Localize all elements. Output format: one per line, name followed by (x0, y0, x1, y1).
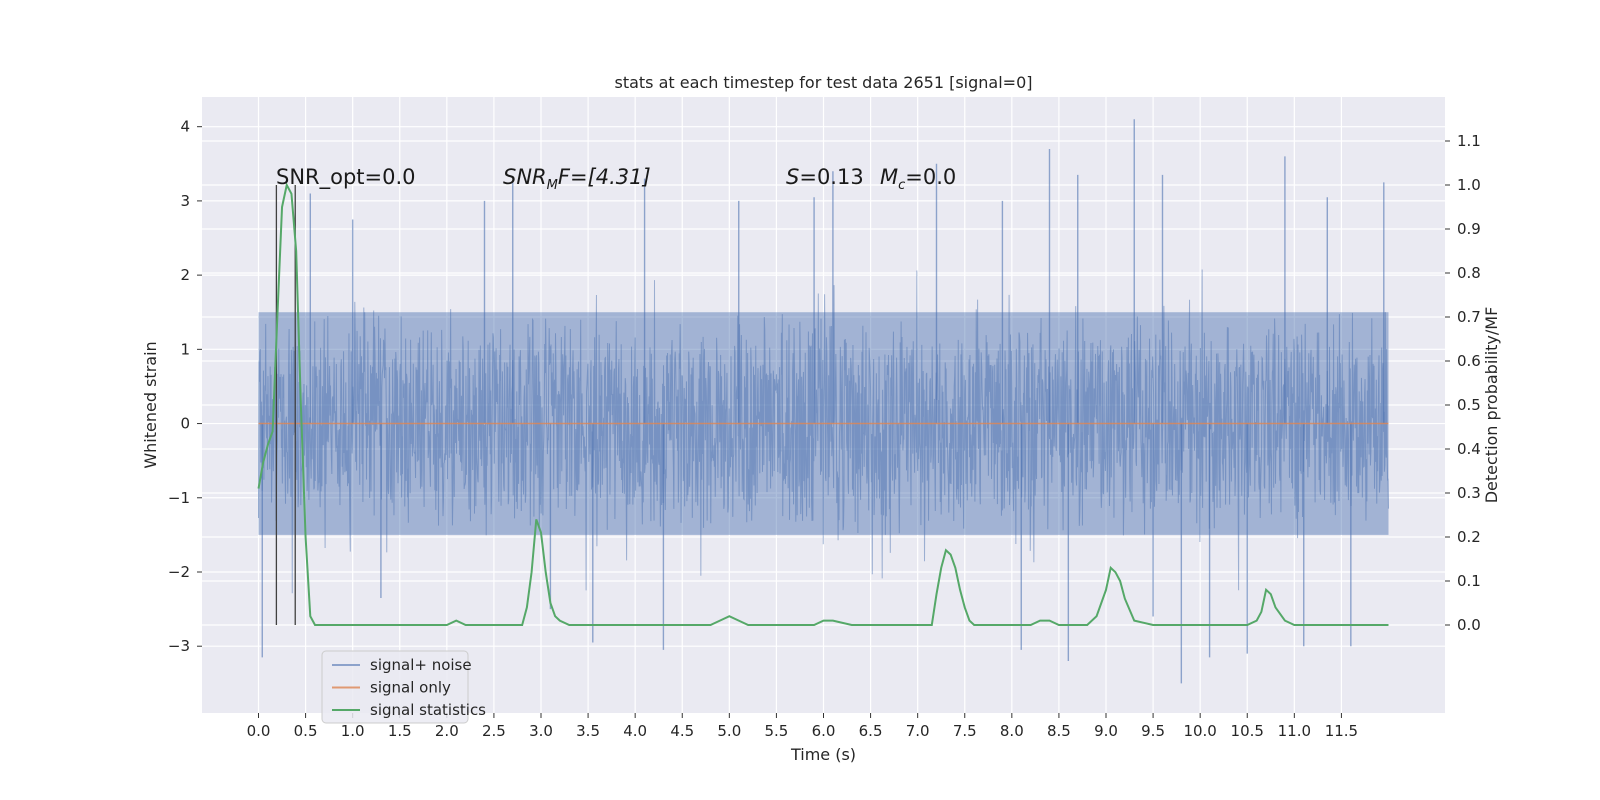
legend-label: signal+ noise (370, 656, 472, 674)
x-tick-label: 5.0 (717, 722, 741, 740)
y2-tick-label: 1.1 (1457, 132, 1481, 150)
y2-tick-label: 0.2 (1457, 528, 1481, 546)
legend: signal+ noise signal only signal statistic… (321, 650, 486, 724)
annotation-mc-base: M (880, 165, 898, 189)
x-tick-label: 6.5 (859, 722, 883, 740)
annotation-mc: Mc=0.0 (880, 165, 956, 193)
chart-title: stats at each timestep for test data 265… (614, 73, 1032, 92)
x-tick-label: 2.5 (482, 722, 506, 740)
annotation-snr-mf-rest: F=[4.31] (558, 165, 651, 189)
x-tick-label: 3.0 (529, 722, 553, 740)
annotation-snr-mf-base: SNR (503, 165, 547, 189)
x-tick-label: 9.0 (1094, 722, 1118, 740)
x-tick-label: 5.5 (764, 722, 788, 740)
legend-box (321, 650, 469, 724)
y-tick-label: −3 (168, 637, 190, 655)
series-signal-statistics-line (257, 182, 1389, 626)
x-tick-label: 3.5 (576, 722, 600, 740)
x-tick-label: 0.0 (247, 722, 271, 740)
x-tick-label: 10.0 (1183, 722, 1216, 740)
y2-tick-label: 0.8 (1457, 264, 1481, 282)
legend-label: signal only (370, 679, 451, 697)
y2-tick-label: 1.0 (1457, 176, 1481, 194)
annotation-snr-opt: SNR_opt=0.0 (276, 165, 416, 190)
y2-tick-label: 0.4 (1457, 440, 1481, 458)
legend-item: signal statistics (332, 701, 486, 719)
y2-tick-label: 0.1 (1457, 572, 1481, 590)
y-tick-label: −2 (168, 563, 190, 581)
legend-label: signal statistics (370, 701, 486, 719)
x-tick-label: 9.5 (1141, 722, 1165, 740)
y2-axis-label: Detection probability/MF (1482, 307, 1501, 504)
x-tick-label: 7.5 (953, 722, 977, 740)
x-tick-label: 10.5 (1231, 722, 1264, 740)
annotation-s-value: =0.13 (799, 165, 863, 189)
y2-tick-label: 0.3 (1457, 484, 1481, 502)
x-tick-label: 6.0 (812, 722, 836, 740)
annotation-snr-mf-sub: M (547, 178, 558, 193)
y-tick-label: 0 (180, 415, 190, 433)
x-axis-label: Time (s) (790, 745, 856, 764)
y2-tick-label: 0.5 (1457, 396, 1481, 414)
legend-item: signal+ noise (332, 656, 472, 674)
series-signal-noise-line (258, 269, 1389, 594)
x-tick-label: 8.5 (1047, 722, 1071, 740)
y-tick-label: 2 (180, 266, 190, 284)
y-tick-label: 4 (180, 118, 190, 136)
y-tick-label: 3 (180, 192, 190, 210)
x-tick-label: 1.0 (341, 722, 365, 740)
x-tick-label: 11.0 (1278, 722, 1311, 740)
x-tick-label: 4.5 (670, 722, 694, 740)
y-axis-label: Whitened strain (141, 341, 160, 468)
annotation-s: S=0.13 (786, 165, 864, 189)
annotation-snr-mf: SNRMF=[4.31] (503, 165, 651, 193)
annotation-s-label: S (786, 165, 799, 189)
x-tick-label: 11.5 (1325, 722, 1358, 740)
y2-tick-label: 0.7 (1457, 308, 1481, 326)
x-tick-label: 2.0 (435, 722, 459, 740)
legend-item: signal only (332, 679, 451, 697)
y-tick-label: 1 (180, 340, 190, 358)
y-tick-label: −1 (168, 489, 190, 507)
annotation-snr-mf-rest-text: F=[4.31] (558, 165, 651, 189)
annotation-mc-sub: c (898, 178, 905, 193)
x-tick-label: 7.0 (906, 722, 930, 740)
x-tick-label: 1.5 (388, 722, 412, 740)
annotation-mc-value: =0.0 (905, 165, 956, 189)
x-tick-label: 8.0 (1000, 722, 1024, 740)
x-tick-label: 0.5 (294, 722, 318, 740)
y2-tick-label: 0.0 (1457, 616, 1481, 634)
y2-tick-label: 0.9 (1457, 220, 1481, 238)
y2-tick-label: 0.6 (1457, 352, 1481, 370)
x-tick-label: 4.0 (623, 722, 647, 740)
